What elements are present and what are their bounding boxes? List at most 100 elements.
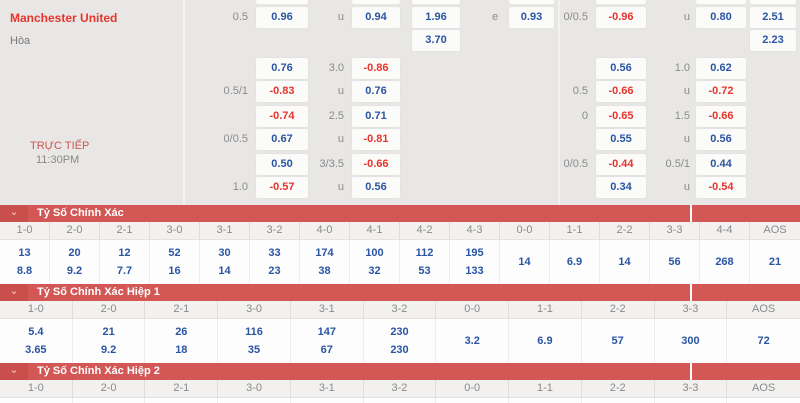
score-odds-value[interactable]: 230: [390, 344, 409, 356]
score-odds-value[interactable]: 14: [618, 256, 631, 268]
score-odds-value[interactable]: 195: [465, 247, 484, 259]
odds-button[interactable]: -0.66: [352, 154, 400, 175]
score-cell: [218, 398, 291, 403]
section-header: ⌄ Tỷ Số Chính Xác Hiệp 2: [0, 363, 800, 380]
odds-button[interactable]: 0.76: [256, 58, 308, 79]
odds-button[interactable]: -0.66: [596, 81, 646, 102]
odds-button[interactable]: 0.44: [696, 154, 746, 175]
score-odds-value[interactable]: 174: [315, 247, 334, 259]
score-odds-value[interactable]: 21: [102, 326, 115, 338]
home-team-name[interactable]: Manchester United: [10, 11, 118, 25]
odds-button[interactable]: 2.51: [750, 7, 796, 28]
odds-button[interactable]: -0.96: [596, 7, 646, 28]
score-cell: 14: [600, 240, 650, 284]
odds-button[interactable]: 0.67: [256, 129, 308, 150]
odds-button[interactable]: -0.54: [696, 177, 746, 198]
chevron-down-icon[interactable]: ⌄: [0, 363, 28, 380]
score-odds-value[interactable]: 3.2: [464, 335, 480, 347]
score-odds-value[interactable]: 18: [175, 344, 188, 356]
score-odds-value[interactable]: 20: [68, 247, 81, 259]
odds-button[interactable]: 0.56: [352, 177, 400, 198]
odds-button[interactable]: 0.94: [352, 7, 400, 28]
odds-button[interactable]: 0.76: [352, 81, 400, 102]
score-column-header: 2-2: [582, 380, 655, 397]
score-odds-value[interactable]: 14: [218, 265, 231, 277]
score-column-header: 2-1: [145, 380, 219, 397]
score-odds-value[interactable]: 8.8: [16, 265, 33, 277]
score-odds-value[interactable]: 6.9: [537, 335, 553, 347]
score-odds-value[interactable]: 26: [175, 326, 188, 338]
score-odds-value[interactable]: 116: [245, 326, 263, 338]
odds-button[interactable]: -0.65: [596, 106, 646, 127]
odds-button[interactable]: 0.34: [596, 177, 646, 198]
score-odds-value[interactable]: 16: [168, 265, 181, 277]
odds-button[interactable]: -0.74: [256, 106, 308, 127]
score-cell: 100 32: [350, 240, 400, 284]
odds-button[interactable]: 1.96: [412, 7, 460, 28]
odds-button[interactable]: 3.70: [412, 30, 460, 51]
score-odds-value[interactable]: 100: [365, 247, 384, 259]
score-odds-value[interactable]: 52: [168, 247, 181, 259]
odds-button[interactable]: -0.86: [352, 58, 400, 79]
score-columns-row: 1-0 2-0 2-1 3-0 3-1 3-2 0-0 1-1 2-2 3-3 AOS: [0, 301, 800, 319]
odds-button[interactable]: 0.80: [696, 7, 746, 28]
score-odds-value[interactable]: 56: [668, 256, 681, 268]
handicap-label: 0.5: [232, 11, 248, 23]
score-odds-value[interactable]: 33: [268, 247, 281, 259]
odds-panel: Manchester United Hòa TRỰC TIẾP 11:30PM …: [0, 0, 800, 205]
odds-button[interactable]: 0.56: [596, 58, 646, 79]
score-odds-value[interactable]: 3.65: [25, 344, 47, 356]
score-odds-value[interactable]: 112: [415, 247, 434, 259]
panel-divider: [558, 0, 560, 205]
partial-odds-box: [696, 0, 746, 4]
handicap-label: u: [683, 181, 690, 193]
score-odds-value[interactable]: 32: [368, 265, 381, 277]
score-odds-value[interactable]: 6.9: [566, 256, 583, 268]
score-column-header: 3-0: [218, 301, 291, 318]
score-odds-value[interactable]: 57: [611, 335, 624, 347]
odds-button[interactable]: 0.55: [596, 129, 646, 150]
odds-button[interactable]: 2.23: [750, 30, 796, 51]
odds-button[interactable]: -0.66: [696, 106, 746, 127]
score-column-header: 4-4: [700, 222, 750, 239]
score-odds-value[interactable]: 53: [418, 265, 431, 277]
score-odds-value[interactable]: 72: [757, 335, 770, 347]
chevron-down-icon[interactable]: ⌄: [0, 284, 28, 301]
score-odds-value[interactable]: 13: [18, 247, 31, 259]
odds-button[interactable]: 0.56: [696, 129, 746, 150]
score-odds-value[interactable]: 67: [320, 344, 333, 356]
chevron-down-icon[interactable]: ⌄: [0, 205, 28, 222]
odds-button[interactable]: -0.81: [352, 129, 400, 150]
odds-button[interactable]: 0.96: [256, 7, 308, 28]
score-odds-value[interactable]: 147: [317, 326, 336, 338]
odds-button[interactable]: -0.44: [596, 154, 646, 175]
score-odds-value[interactable]: 23: [268, 265, 281, 277]
odds-button[interactable]: 0.50: [256, 154, 308, 175]
score-odds-value[interactable]: 12: [118, 247, 131, 259]
draw-label[interactable]: Hòa: [10, 35, 31, 47]
odds-row: 3/3.5 0.50 -0.66: [0, 154, 800, 175]
score-odds-value[interactable]: 9.2: [100, 344, 117, 356]
score-odds-value[interactable]: 30: [218, 247, 231, 259]
score-odds-value[interactable]: 5.4: [28, 326, 44, 338]
score-odds-value[interactable]: 14: [518, 256, 531, 268]
header-divider: [690, 284, 692, 301]
score-odds-value[interactable]: 268: [715, 256, 734, 268]
odds-button[interactable]: 0.71: [352, 106, 400, 127]
handicap-label: 0.5/1: [665, 158, 690, 170]
odds-button[interactable]: 0.93: [509, 7, 554, 28]
odds-button[interactable]: 0.62: [696, 58, 746, 79]
score-odds-value[interactable]: 133: [465, 265, 484, 277]
odds-button[interactable]: -0.83: [256, 81, 308, 102]
score-odds-value[interactable]: 9.2: [66, 265, 83, 277]
odds-button[interactable]: -0.72: [696, 81, 746, 102]
score-odds-value[interactable]: 21: [768, 256, 782, 268]
odds-button[interactable]: -0.57: [256, 177, 308, 198]
score-odds-value[interactable]: 300: [681, 335, 700, 347]
score-odds-value[interactable]: 38: [318, 265, 331, 277]
score-odds-value[interactable]: 230: [390, 326, 409, 338]
score-odds-value[interactable]: 7.7: [116, 265, 133, 277]
score-columns-row: 1-0 2-0 2-1 3-0 3-1 3-2 0-0 1-1 2-2 3-3 AOS: [0, 380, 800, 398]
score-odds-value[interactable]: 35: [247, 344, 261, 356]
handicap-label: 3.0: [328, 62, 344, 74]
